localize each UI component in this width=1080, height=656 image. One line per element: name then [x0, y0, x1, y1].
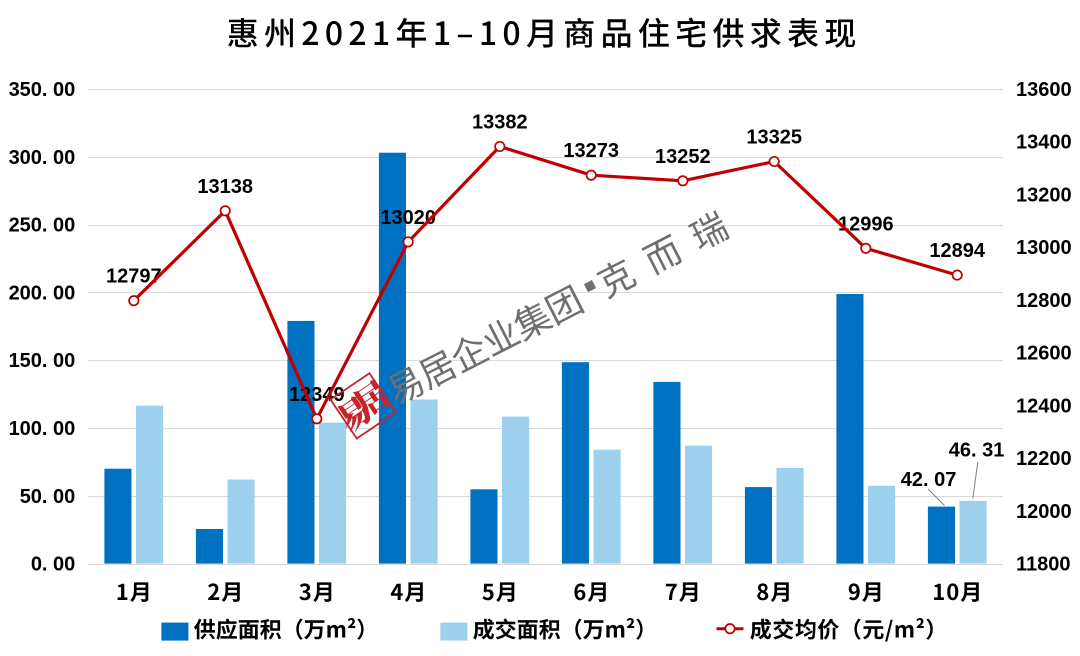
svg-text:11800: 11800 — [1016, 554, 1071, 576]
svg-text:300. 00: 300. 00 — [9, 147, 76, 169]
svg-text:12800: 12800 — [1016, 290, 1072, 312]
svg-text:350. 00: 350. 00 — [9, 79, 76, 101]
svg-text:42. 07: 42. 07 — [901, 469, 957, 491]
svg-text:46. 31: 46. 31 — [949, 439, 1005, 461]
svg-text:100. 00: 100. 00 — [9, 418, 76, 440]
svg-text:13325: 13325 — [746, 127, 802, 149]
svg-text:13020: 13020 — [380, 207, 436, 229]
svg-text:150. 00: 150. 00 — [9, 350, 76, 372]
svg-text:12996: 12996 — [838, 213, 894, 235]
svg-text:13200: 13200 — [1016, 185, 1072, 207]
svg-text:12894: 12894 — [929, 240, 985, 262]
svg-text:13382: 13382 — [472, 112, 528, 134]
svg-text:50. 00: 50. 00 — [20, 486, 76, 508]
svg-text:12200: 12200 — [1016, 448, 1072, 470]
svg-text:12000: 12000 — [1016, 501, 1072, 523]
svg-text:13400: 13400 — [1016, 132, 1072, 154]
svg-text:13600: 13600 — [1016, 79, 1072, 101]
svg-text:12600: 12600 — [1016, 343, 1072, 365]
svg-text:250. 00: 250. 00 — [9, 215, 76, 237]
svg-text:0. 00: 0. 00 — [31, 554, 75, 576]
svg-text:200. 00: 200. 00 — [9, 282, 76, 304]
svg-text:13000: 13000 — [1016, 237, 1072, 259]
svg-text:13138: 13138 — [197, 176, 253, 198]
svg-text:13252: 13252 — [655, 146, 711, 168]
svg-text:12400: 12400 — [1016, 395, 1072, 417]
svg-text:12797: 12797 — [106, 266, 162, 288]
svg-text:13273: 13273 — [563, 140, 619, 162]
